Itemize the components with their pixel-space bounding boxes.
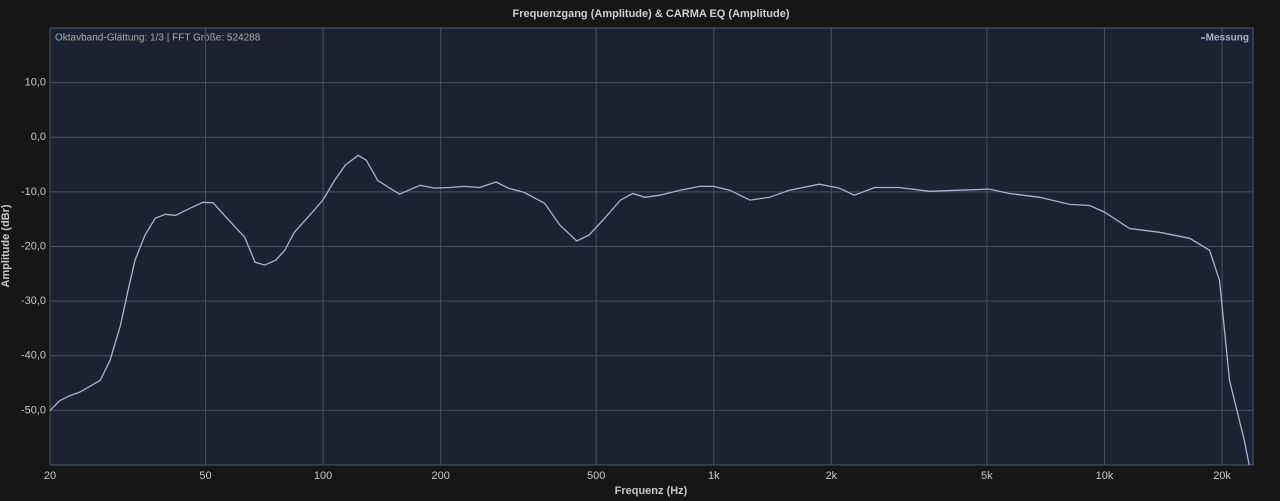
x-tick-label: 200 bbox=[432, 470, 450, 482]
y-tick-label: 0,0 bbox=[31, 131, 46, 143]
y-tick-label: -20,0 bbox=[21, 240, 46, 252]
chart-title: Frequenzgang (Amplitude) & CARMA EQ (Amp… bbox=[512, 8, 789, 20]
x-tick-label: 5k bbox=[981, 470, 993, 482]
annotation: Oktavband-Glättung: 1/3 | FFT Größe: 524… bbox=[55, 33, 261, 44]
y-tick-label: 10,0 bbox=[25, 77, 46, 89]
legend-label: Messung bbox=[1206, 33, 1249, 44]
x-tick-label: 500 bbox=[587, 470, 605, 482]
x-tick-label: 20k bbox=[1213, 470, 1231, 482]
x-tick-label: 50 bbox=[199, 470, 211, 482]
y-tick-label: -10,0 bbox=[21, 186, 46, 198]
y-axis-label: Amplitude (dBr) bbox=[0, 204, 12, 287]
x-tick-label: 1k bbox=[708, 470, 720, 482]
y-tick-label: -50,0 bbox=[21, 404, 46, 416]
y-tick-label: -40,0 bbox=[21, 350, 46, 362]
x-tick-label: 20 bbox=[44, 470, 56, 482]
data-line bbox=[49, 154, 1250, 466]
x-tick-label: 100 bbox=[314, 470, 332, 482]
x-axis-label: Frequenz (Hz) bbox=[615, 485, 688, 497]
y-tick-label: -30,0 bbox=[21, 295, 46, 307]
x-tick-label: 2k bbox=[826, 470, 838, 482]
x-tick-label: 10k bbox=[1096, 470, 1114, 482]
